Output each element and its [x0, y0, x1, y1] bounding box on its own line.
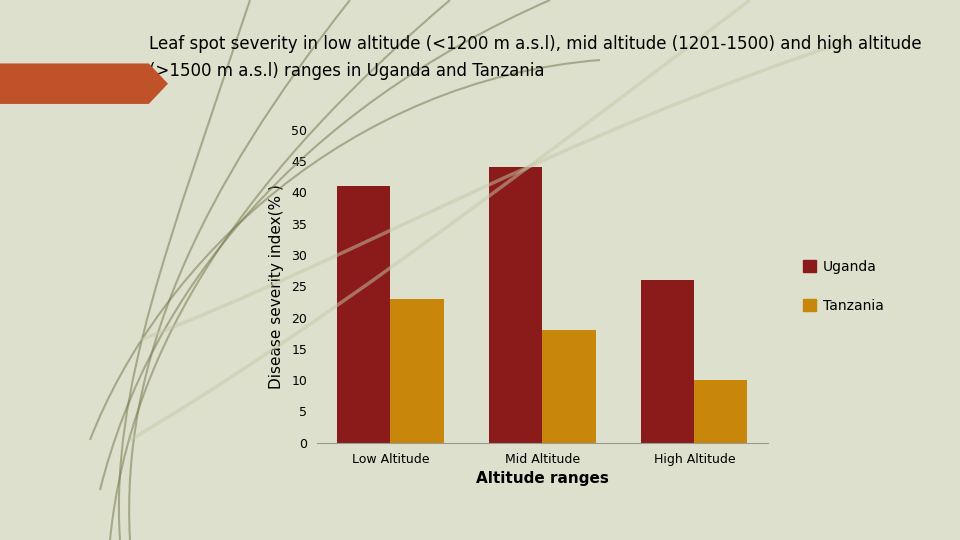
Text: (>1500 m a.s.l) ranges in Uganda and Tanzania: (>1500 m a.s.l) ranges in Uganda and Tan… [149, 62, 544, 80]
X-axis label: Altitude ranges: Altitude ranges [476, 471, 609, 486]
Bar [337, 186, 391, 443]
Text: Leaf spot severity in low altitude (<1200 m a.s.l), mid altitude (1201-1500) and: Leaf spot severity in low altitude (<120… [149, 35, 922, 53]
Bar [641, 280, 694, 443]
Bar [542, 330, 595, 443]
Y-axis label: Disease severity index(% ): Disease severity index(% ) [269, 184, 284, 389]
Bar [391, 299, 444, 443]
Bar [694, 380, 748, 443]
Legend: Uganda, Tanzania: Uganda, Tanzania [798, 254, 889, 318]
Bar [490, 167, 542, 443]
